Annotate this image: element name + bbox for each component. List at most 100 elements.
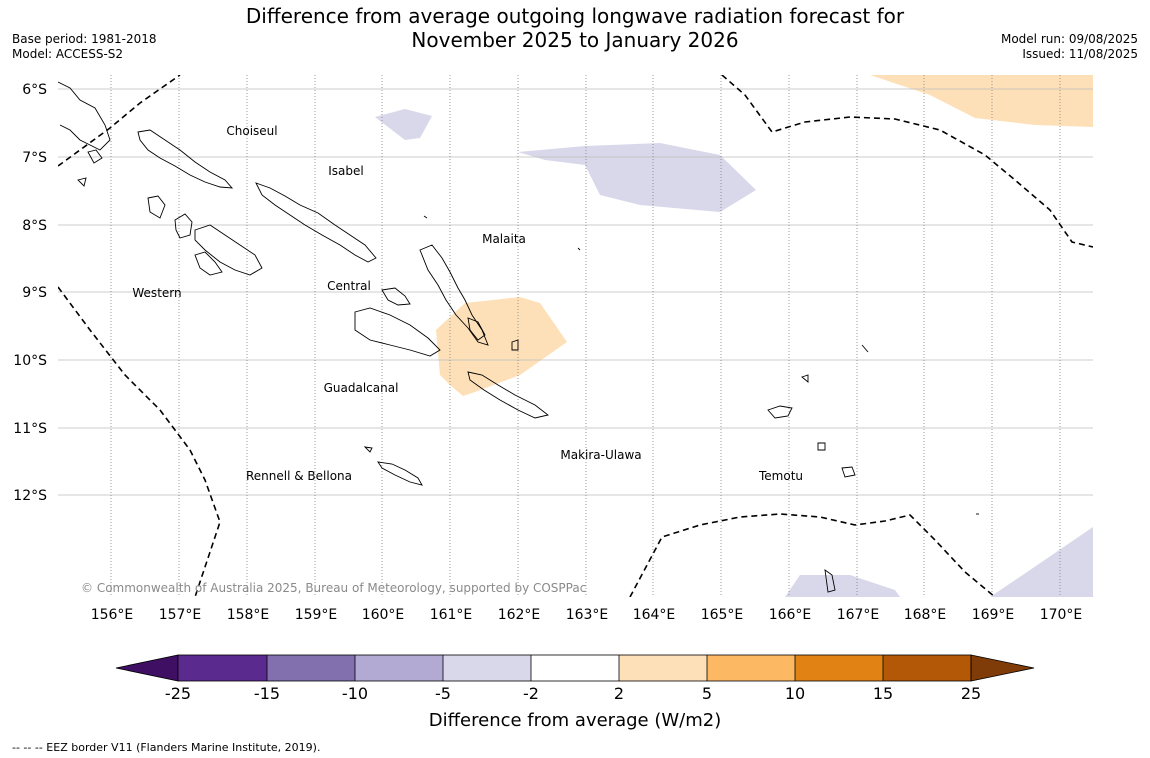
colorbar-tick-label: 5 <box>702 684 712 703</box>
colorbar-extend-low <box>115 654 179 682</box>
place-label-choiseul: Choiseul <box>226 124 277 138</box>
colorbar-tick-label: 15 <box>873 684 893 703</box>
shortland-islet <box>77 177 87 187</box>
positive-anomaly-regions <box>436 75 1093 396</box>
new-georgia-group-coast <box>194 224 263 276</box>
lon-label: 170°E <box>1040 607 1083 623</box>
colorbar-bin <box>707 655 795 681</box>
new-georgia-coast <box>174 213 193 239</box>
place-label-central: Central <box>327 279 371 293</box>
lon-label: 169°E <box>972 607 1015 623</box>
ulawa-islet <box>511 339 519 351</box>
colorbar-bin <box>355 655 443 681</box>
eez-border-northeast <box>721 75 1093 248</box>
isabel-coast <box>255 182 377 263</box>
map-title-line2: November 2025 to January 2026 <box>411 28 739 52</box>
lon-label: 168°E <box>904 607 947 623</box>
colorbar-bin <box>619 655 707 681</box>
lat-label: 8°S <box>22 218 47 234</box>
tikopia-islet <box>824 569 836 593</box>
colorbar-bin <box>883 655 971 681</box>
lat-label: 9°S <box>22 285 47 301</box>
negative-region-southeast <box>785 575 900 597</box>
place-label-malaita: Malaita <box>482 232 526 246</box>
place-label-makira-ulawa: Makira-Ulawa <box>560 448 641 462</box>
colorbar-tick-label: 25 <box>961 684 981 703</box>
eez-border-northwest <box>58 75 181 167</box>
lon-label: 161°E <box>430 607 473 623</box>
colorbar-tick-label: -5 <box>435 684 451 703</box>
lon-label: 163°E <box>566 607 609 623</box>
utupua-islet <box>817 442 826 451</box>
province-labels: Choiseul Isabel Malaita Western Central … <box>132 124 803 483</box>
vella-lavella-coast <box>147 195 166 219</box>
lat-label: 12°S <box>13 488 47 504</box>
positive-region-guadalcanal <box>436 297 567 396</box>
colorbar-bin <box>178 655 267 681</box>
positive-region-northeast <box>870 75 1093 127</box>
eez-border-west <box>58 286 221 597</box>
negative-anomaly-regions <box>375 109 1093 597</box>
copyright-text: © Commonwealth of Australia 2025, Bureau… <box>81 581 586 595</box>
colorbar-tick-label: -15 <box>254 684 280 703</box>
lon-label: 159°E <box>295 607 338 623</box>
place-label-isabel: Isabel <box>328 164 363 178</box>
place-label-rennell-bellona: Rennell & Bellona <box>246 469 352 483</box>
base-period-text: Base period: 1981-2018 <box>12 32 157 46</box>
vanikoro-islet <box>841 466 856 478</box>
lat-label: 11°S <box>13 421 47 437</box>
place-label-guadalcanal: Guadalcanal <box>324 381 399 395</box>
colorbar-extend-high <box>970 654 1035 682</box>
colorbar-tick-label: 10 <box>785 684 805 703</box>
lon-label: 167°E <box>837 607 880 623</box>
colorbar-bin <box>443 655 531 681</box>
rennell-coast <box>377 461 423 486</box>
lon-label: 157°E <box>159 607 202 623</box>
colorbar-bin <box>795 655 883 681</box>
latitude-gridlines <box>58 88 1093 496</box>
negative-region-north-large <box>518 143 756 212</box>
lat-label: 7°S <box>22 150 47 166</box>
colorbar-tick-label: -2 <box>523 684 539 703</box>
lon-label: 162°E <box>498 607 541 623</box>
lat-label: 6°S <box>22 82 47 98</box>
north-small-islet <box>423 215 428 219</box>
bougainville-coast <box>58 81 111 151</box>
bougainville-islet <box>87 149 103 164</box>
eez-border-south <box>629 513 996 597</box>
map-title-line1: Difference from average outgoing longwav… <box>245 4 905 28</box>
model-text: Model: ACCESS-S2 <box>12 47 124 61</box>
florida-islands-coast <box>381 287 411 306</box>
colorbar-tick-label: -10 <box>342 684 368 703</box>
lon-label: 166°E <box>769 607 812 623</box>
place-label-temotu: Temotu <box>758 469 803 483</box>
eez-borders <box>58 75 1093 597</box>
lon-label: 164°E <box>633 607 676 623</box>
longitude-labels: 156°E 157°E 158°E 159°E 160°E 161°E 162°… <box>91 607 1083 623</box>
lon-label: 158°E <box>227 607 270 623</box>
negative-region-southeast-corner <box>990 527 1093 597</box>
place-label-western: Western <box>132 286 181 300</box>
malaita-coast <box>419 244 489 346</box>
lat-label: 10°S <box>13 353 47 369</box>
colorbar-title: Difference from average (W/m2) <box>429 710 721 731</box>
model-run-text: Model run: 09/08/2025 <box>1000 32 1138 46</box>
lon-label: 165°E <box>701 607 744 623</box>
rendova-coast <box>194 251 223 276</box>
lon-label: 156°E <box>91 607 134 623</box>
longitude-gridlines <box>110 75 1061 597</box>
reef-islands-islet <box>801 374 809 383</box>
eez-legend-text: -- -- -- EEZ border V11 (Flanders Marine… <box>12 741 320 754</box>
latitude-labels: 6°S 7°S 8°S 9°S 10°S 11°S 12°S <box>13 82 47 504</box>
colorbar-tick-label: -25 <box>165 684 191 703</box>
negative-region-north-small <box>375 109 432 140</box>
lon-label: 160°E <box>362 607 405 623</box>
sikaiana-islet <box>577 247 581 251</box>
colorbar-bin <box>531 655 619 681</box>
bellona-islet <box>363 446 373 453</box>
guadalcanal-coast <box>354 307 441 357</box>
santa-cruz-coast <box>767 405 793 419</box>
small-malaita-coast <box>467 317 486 341</box>
colorbar-bin <box>267 655 355 681</box>
colorbar: -25 -15 -10 -5 -2 2 5 10 15 25 Differenc… <box>115 654 1035 731</box>
